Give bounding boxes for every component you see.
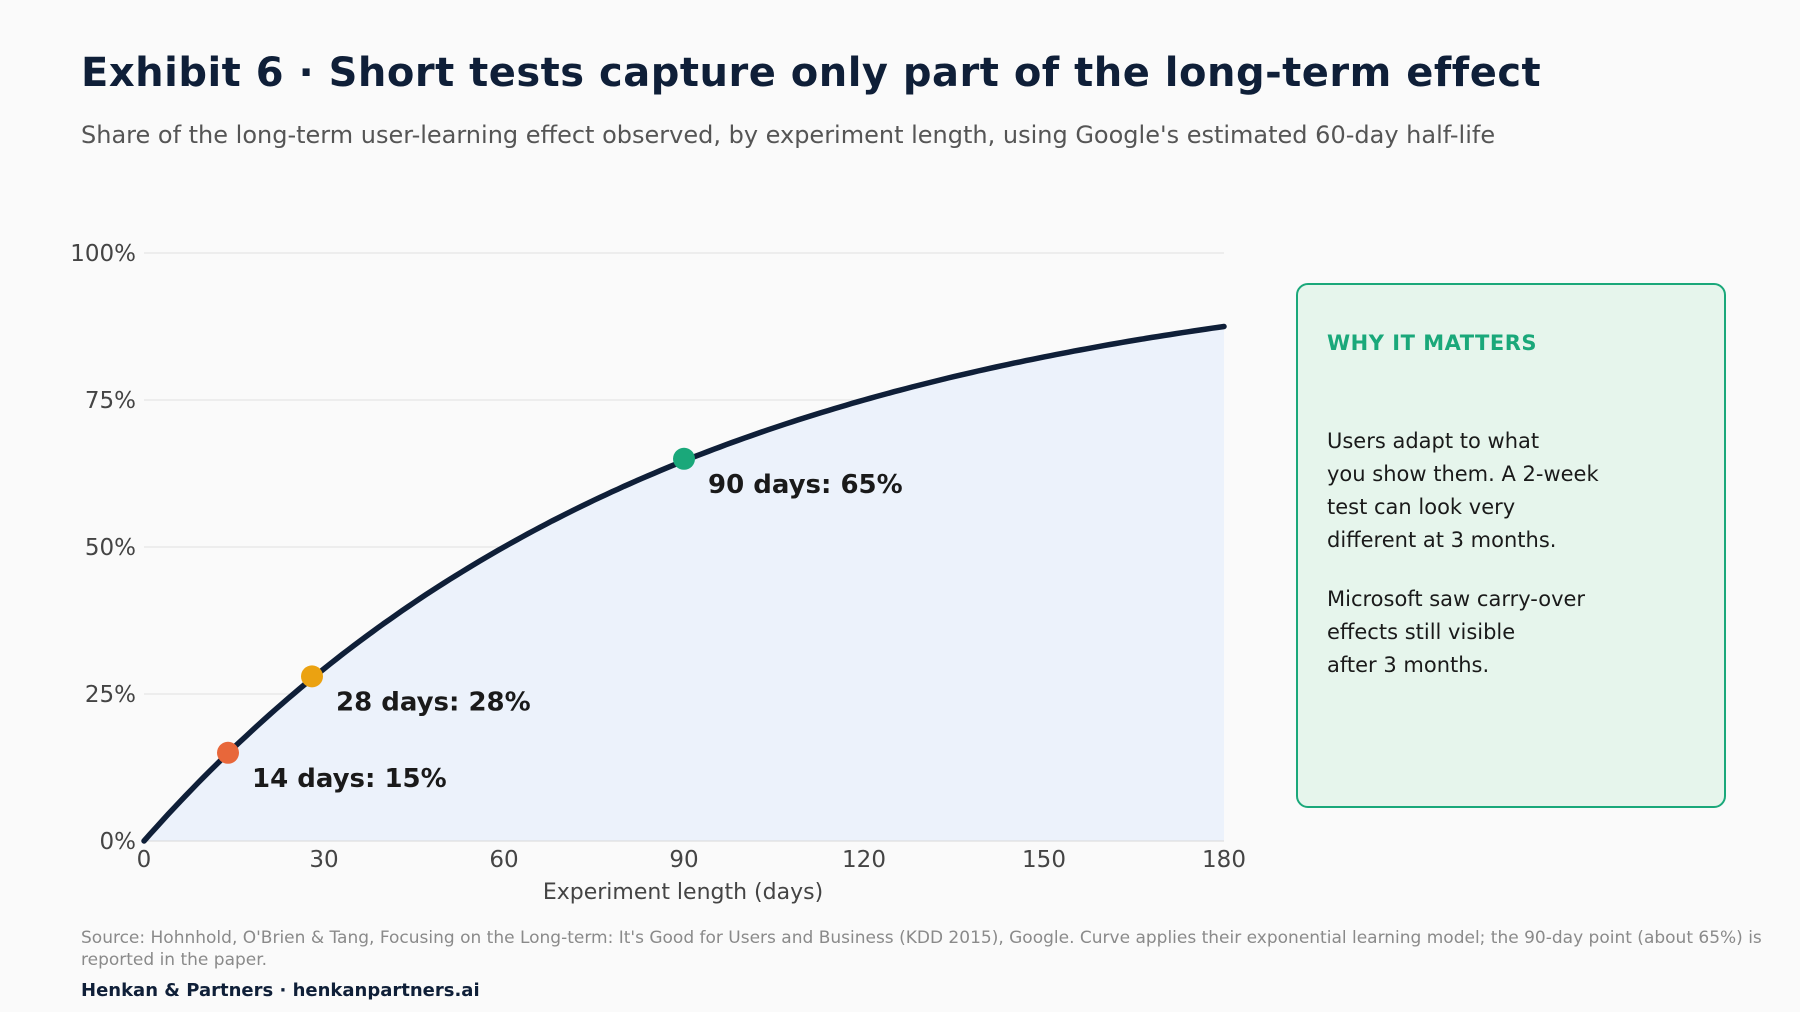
highlight-point [301,665,323,688]
x-tick-label: 60 [489,847,518,873]
x-axis-label: Experiment length (days) [543,880,823,905]
highlight-points: 14 days: 15% 28 days: 28% 90 days: 65% [217,447,903,794]
chart-subtitle: Share of the long-term user-learning eff… [81,121,1496,149]
x-axis-ticks: 0 30 60 90 120 150 180 [137,847,1246,873]
highlight-point [673,447,695,470]
y-tick-label: 75% [85,388,136,414]
x-tick-label: 30 [309,847,338,873]
y-tick-label: 25% [85,682,136,708]
callout-title: WHY IT MATTERS [1327,331,1537,355]
data-label: 14 days: 15% [252,764,447,794]
data-label: 90 days: 65% [708,470,903,500]
x-tick-label: 180 [1202,847,1246,873]
y-tick-label: 100% [70,241,136,267]
x-tick-label: 150 [1022,847,1066,873]
y-tick-label: 0% [100,829,137,855]
callout-paragraph-1: Users adapt to what you show them. A 2-w… [1327,429,1599,552]
y-axis-ticks: 0% 25% 50% 75% 100% [70,241,136,855]
x-tick-label: 90 [669,847,698,873]
x-tick-label: 120 [842,847,886,873]
why-it-matters-callout: WHY IT MATTERS Users adapt to what you s… [1296,283,1726,808]
chart-title: Exhibit 6 · Short tests capture only par… [81,50,1542,96]
y-tick-label: 50% [85,535,136,561]
area-fill [144,326,1224,841]
x-tick-label: 0 [137,847,152,873]
data-label: 28 days: 28% [336,687,531,717]
callout-paragraph-2: Microsoft saw carry-over effects still v… [1327,587,1586,677]
highlight-point [217,741,239,764]
brand-footer: Henkan & Partners · henkanpartners.ai [81,980,480,1001]
source-note: Source: Hohnhold, O'Brien & Tang, Focusi… [81,928,1762,970]
